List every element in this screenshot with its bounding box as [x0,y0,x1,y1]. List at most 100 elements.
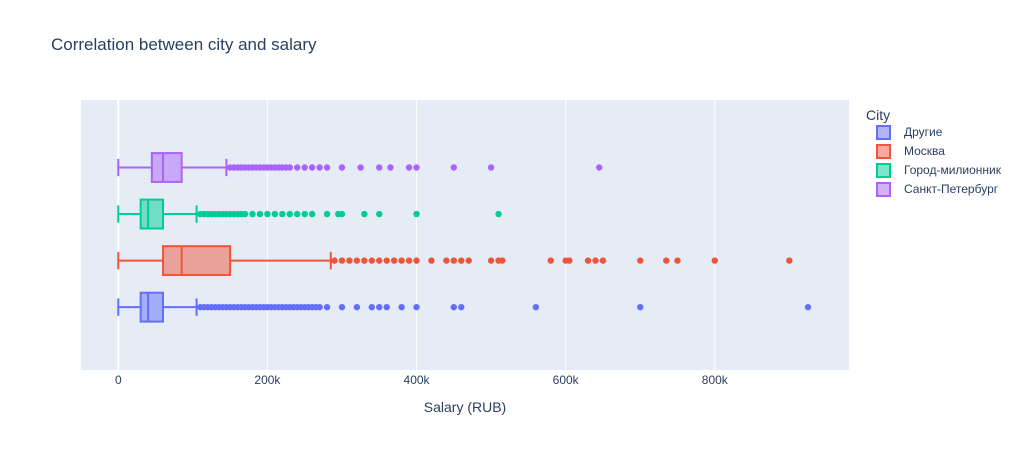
outlier-point [353,257,361,264]
iqr-box [139,198,165,230]
outlier-point [450,164,458,171]
outlier-point [487,164,495,171]
outlier-point [637,303,644,311]
outlier-point [376,164,383,171]
box-series [117,152,603,183]
x-tick-label: 200k [254,373,281,387]
outlier-point [286,210,293,218]
outlier-point [387,164,394,171]
outlier-point [487,257,495,264]
box-series-group [117,152,812,323]
outlier-point [495,210,502,218]
outlier-point [566,257,573,264]
outlier-point [316,303,323,311]
outlier-point [413,257,420,264]
outlier-point [405,164,413,171]
outlier-point [413,210,420,218]
outlier-point [674,257,681,264]
outlier-point [547,257,554,264]
outlier-point [499,257,506,264]
legend-swatch [876,163,891,178]
outlier-point [301,164,308,171]
outlier-point [256,210,264,218]
outlier-point [663,257,670,264]
legend-label: Другие [904,125,943,139]
x-axis-title: Salary (RUB) [424,399,506,415]
outlier-point [465,257,472,264]
outlier-point [458,303,465,311]
x-tick-labels: 0 200k 400k 600k 800k [115,373,729,387]
legend-item[interactable]: Город-милионник [876,163,1002,178]
outlier-point [383,257,390,264]
outlier-point [271,210,279,218]
outlier-point [390,257,398,264]
x-tick-label: 400k [404,373,431,387]
outlier-point [308,210,316,218]
outlier-point [308,164,316,171]
outlier-point [786,257,793,264]
legend[interactable]: Другие Москва Город-милионник Санкт-Петербу… [876,125,1002,197]
outlier-point [450,303,458,311]
x-tick-label: 800k [702,373,729,387]
x-tick-label: 600k [553,373,580,387]
outlier-point [458,257,465,264]
outlier-point [376,303,383,311]
outlier-point [338,210,346,218]
iqr-box [150,152,183,183]
chart-title: Correlation between city and salary [51,35,317,54]
outlier-point [338,164,346,171]
outlier-point [286,164,293,171]
outlier-point [368,257,375,264]
outlier-point [637,257,644,264]
legend-item[interactable]: Санкт-Петербург [876,182,999,197]
legend-label: Город-милионник [904,163,1002,177]
grid-lines [117,100,716,370]
legend-label: Москва [904,144,945,158]
outlier-point [323,303,331,311]
outlier-point [428,257,435,264]
outlier-point [584,257,592,264]
box-series [117,198,502,230]
outlier-point [405,257,413,264]
box-series [117,245,793,277]
outlier-point [532,303,540,311]
outlier-point [804,303,812,311]
legend-swatch [876,182,891,197]
outlier-point [323,164,331,171]
outlier-point [450,257,458,264]
outlier-point [294,164,301,171]
outlier-point [249,210,256,218]
outlier-point [323,210,331,218]
outlier-point [361,257,368,264]
outlier-point [331,257,338,264]
outlier-point [599,257,607,264]
outlier-point [264,210,271,218]
x-tick-label: 0 [115,373,122,387]
outlier-point [241,210,249,218]
outlier-point [376,257,383,264]
outlier-point [383,303,390,311]
outlier-point [357,164,364,171]
outlier-point [338,257,346,264]
outlier-point [353,303,361,311]
outlier-point [368,303,375,311]
outlier-point [398,257,405,264]
legend-swatch [876,125,891,140]
outlier-point [443,257,450,264]
legend-swatch [876,144,891,159]
outlier-point [596,164,603,171]
outlier-point [346,257,353,264]
outlier-point [338,303,346,311]
legend-item[interactable]: Москва [876,144,945,159]
outlier-point [413,303,420,311]
outlier-point [279,210,286,218]
iqr-box [139,291,165,323]
outlier-point [398,303,405,311]
outlier-point [301,210,308,218]
outlier-point [316,164,323,171]
legend-title: City [866,107,890,123]
legend-item[interactable]: Другие [876,125,943,140]
legend-label: Санкт-Петербург [904,182,999,196]
outlier-point [413,164,420,171]
